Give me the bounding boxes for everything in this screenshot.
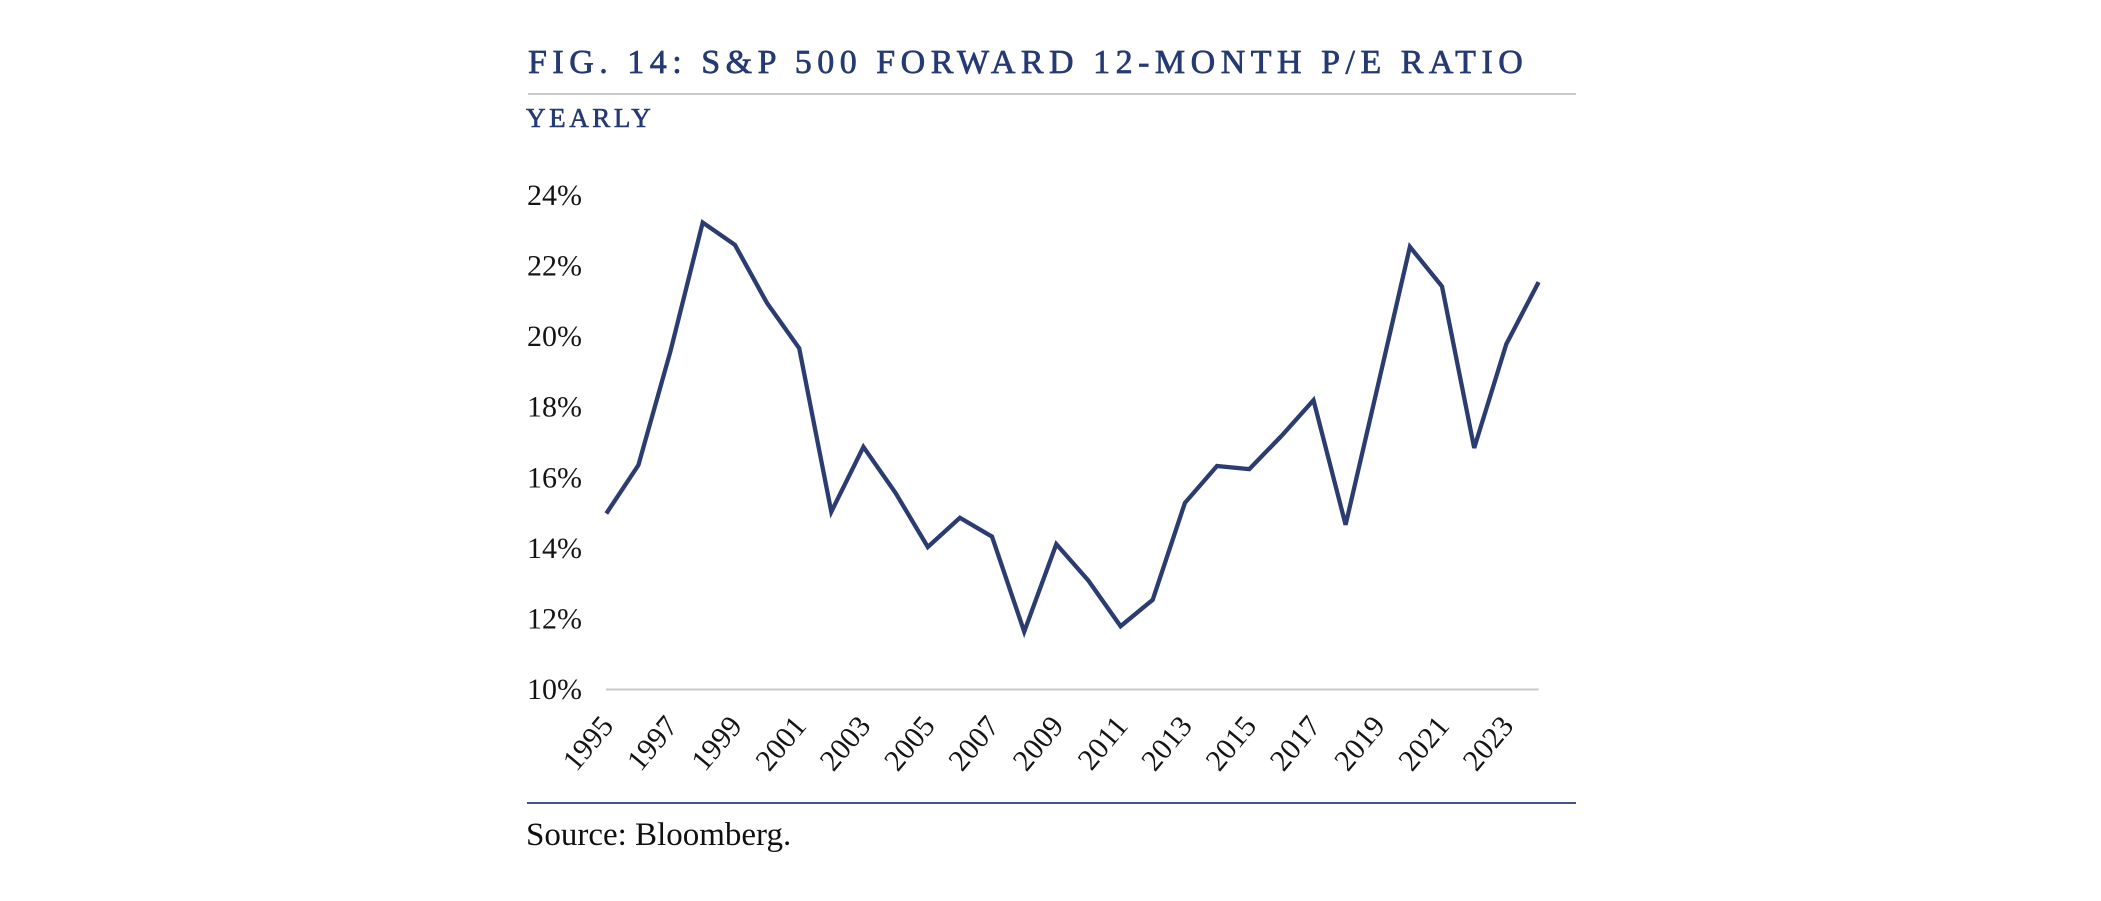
svg-text:2009: 2009 [1006,710,1070,777]
svg-text:2003: 2003 [814,710,878,777]
svg-text:2017: 2017 [1264,710,1328,777]
svg-text:2011: 2011 [1071,710,1134,776]
svg-text:1999: 1999 [685,710,749,777]
svg-text:2005: 2005 [878,710,942,777]
svg-text:2015: 2015 [1199,710,1263,777]
svg-text:1995: 1995 [556,710,620,777]
svg-text:10%: 10% [527,673,582,706]
svg-text:2023: 2023 [1456,710,1520,777]
svg-text:18%: 18% [527,391,582,424]
svg-text:14%: 14% [527,532,582,565]
svg-text:20%: 20% [527,320,582,353]
svg-text:2013: 2013 [1135,710,1199,777]
svg-text:22%: 22% [527,249,582,282]
svg-text:16%: 16% [527,461,582,494]
svg-text:24%: 24% [527,179,582,212]
svg-text:2001: 2001 [749,710,813,777]
svg-text:1997: 1997 [621,710,685,777]
svg-text:12%: 12% [527,603,582,636]
svg-text:2021: 2021 [1392,710,1456,777]
svg-text:2007: 2007 [942,710,1006,777]
svg-text:2019: 2019 [1328,710,1392,777]
